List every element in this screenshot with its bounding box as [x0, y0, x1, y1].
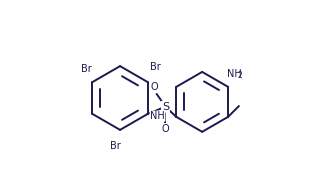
Text: S: S — [162, 102, 169, 112]
Text: Br: Br — [81, 64, 91, 74]
Text: 2: 2 — [238, 71, 242, 80]
Text: Br: Br — [110, 141, 121, 151]
Text: O: O — [162, 124, 169, 134]
Text: O: O — [150, 82, 158, 92]
Text: NH: NH — [150, 111, 165, 121]
Text: Br: Br — [150, 62, 160, 72]
Text: NH: NH — [227, 69, 242, 79]
